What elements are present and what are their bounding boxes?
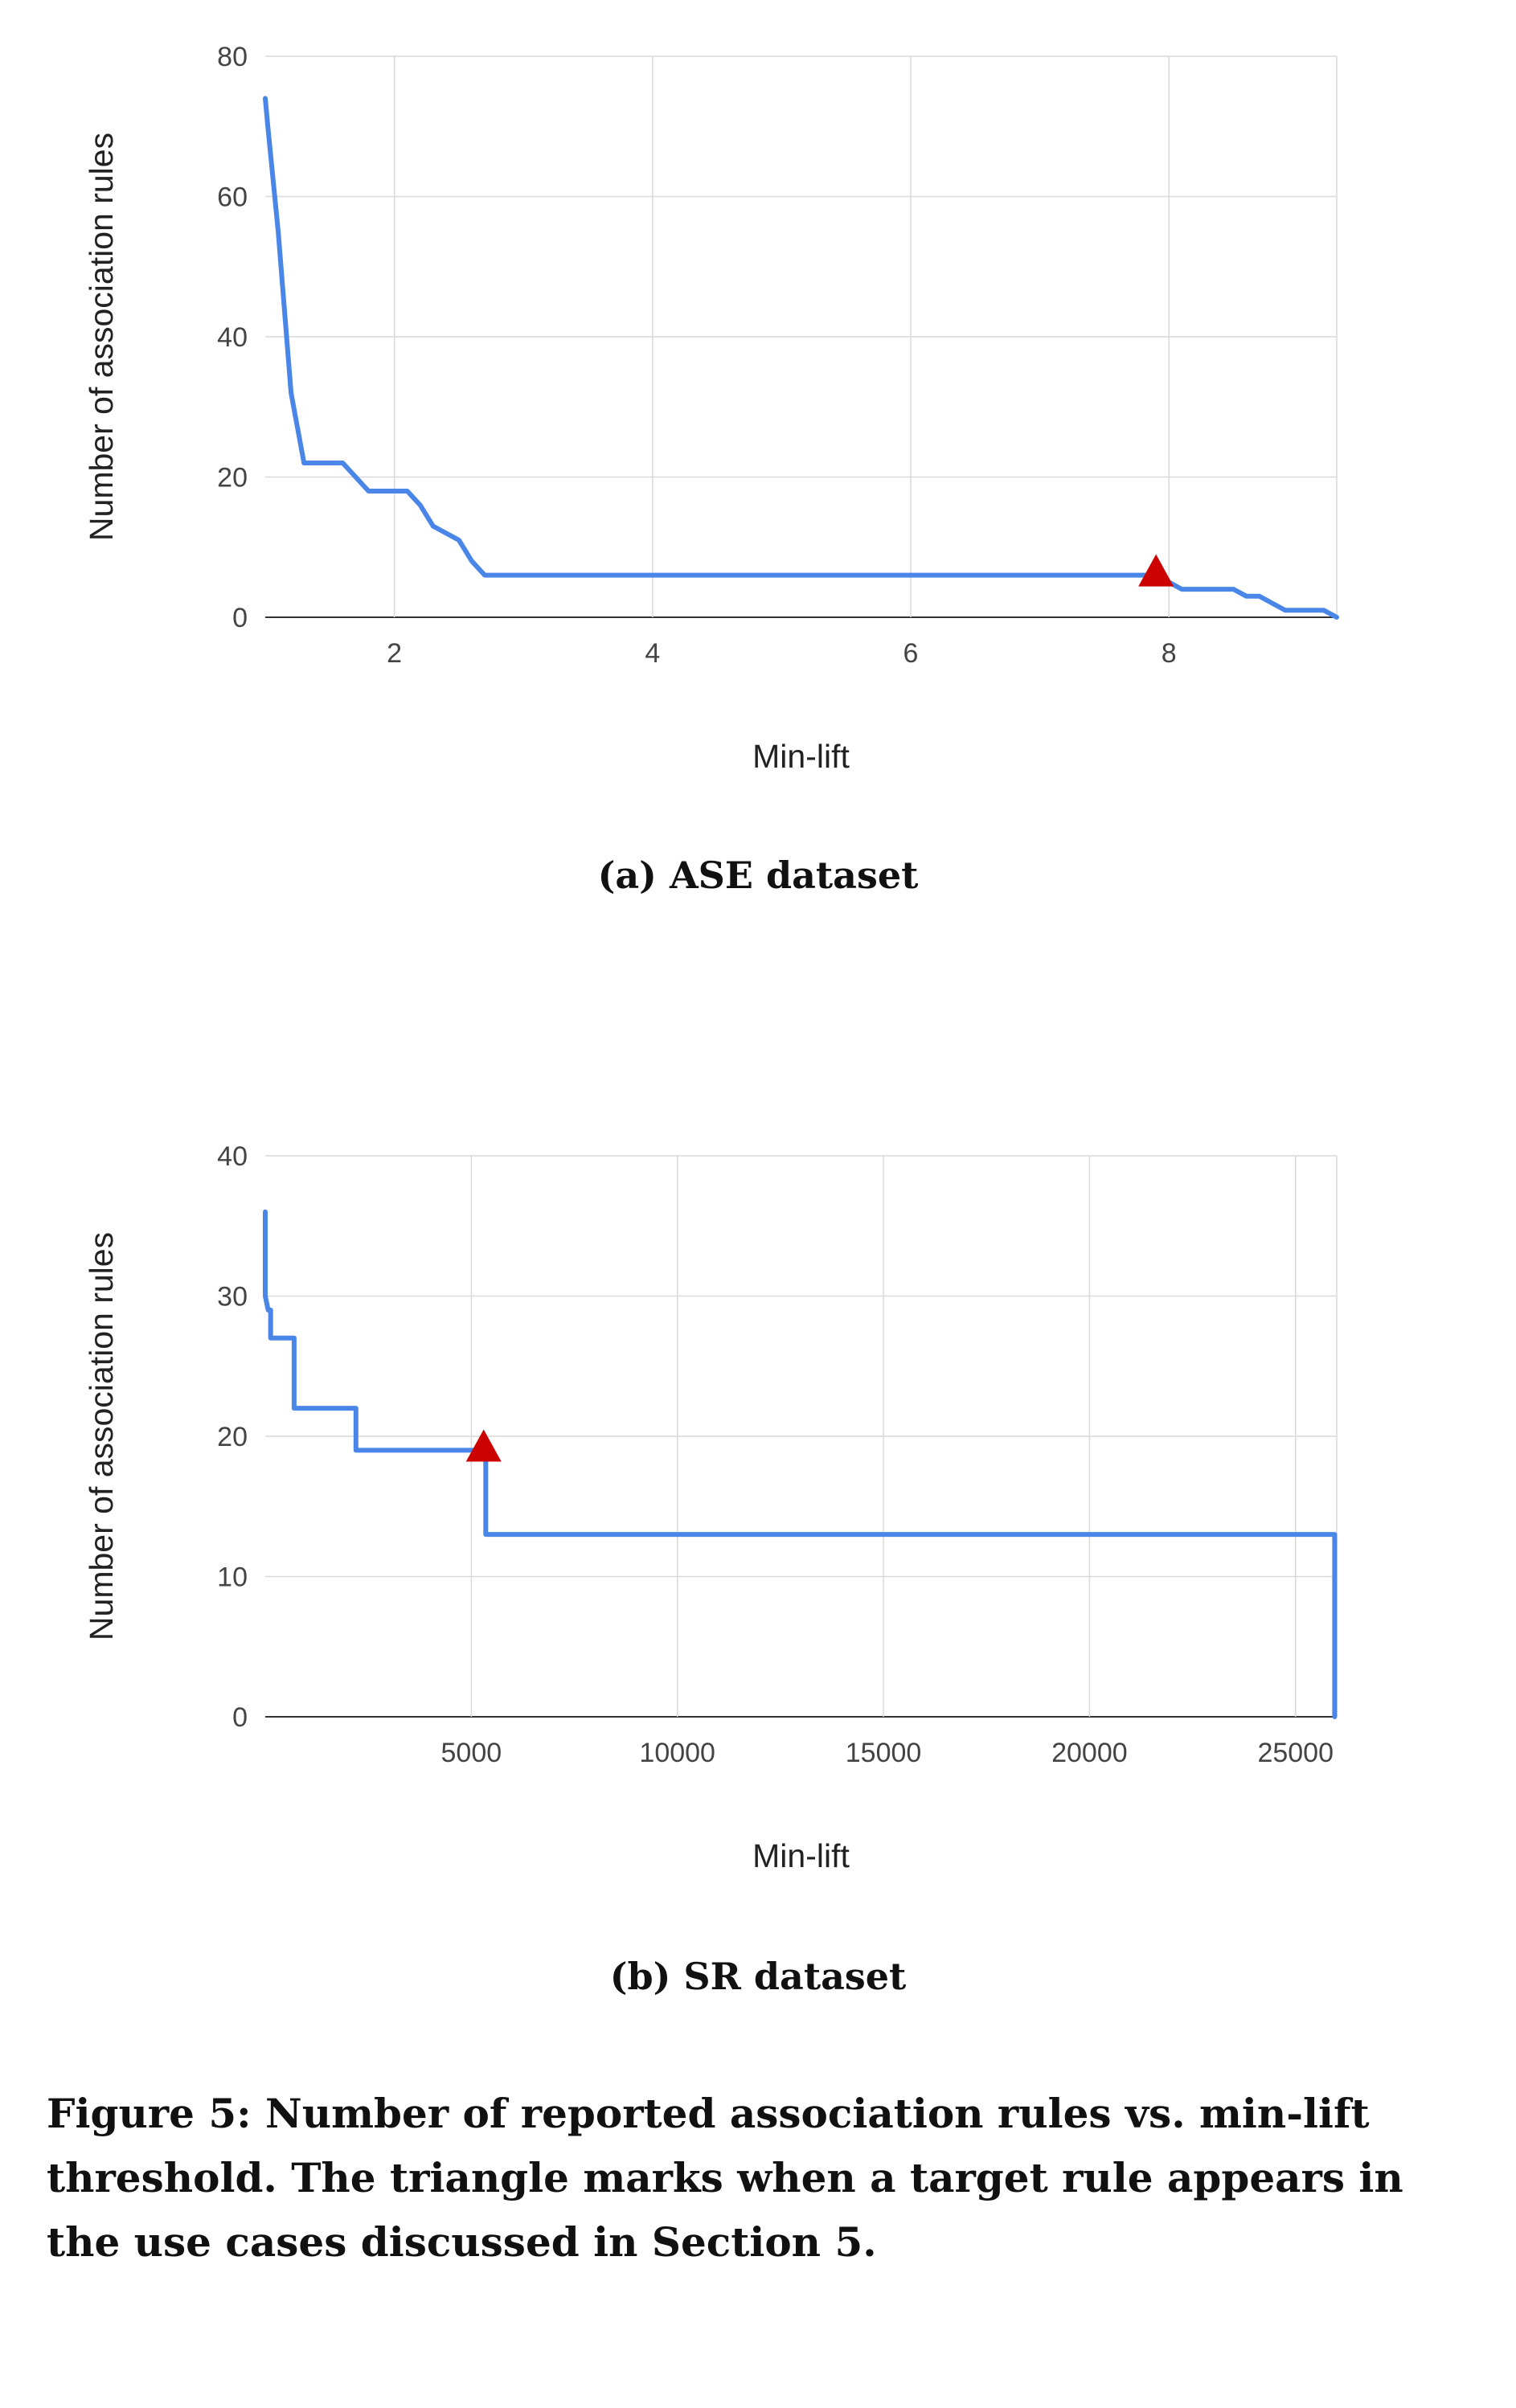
y-tick-label: 60 [217,182,248,213]
target-rule-triangle-marker [1138,554,1174,587]
y-tick-label: 0 [232,603,248,633]
subcaption-sr: (b) SR dataset [609,1955,907,1998]
x-tick-label: 15000 [846,1738,922,1768]
x-tick-label: 25000 [1257,1738,1334,1768]
x-axis-title: Min-lift [752,1837,850,1874]
x-tick-label: 10000 [639,1738,715,1768]
x-tick-label: 20000 [1051,1738,1128,1768]
y-tick-label: 30 [217,1282,248,1313]
target-rule-triangle-marker [465,1429,502,1462]
x-axis-title: Min-lift [752,738,850,775]
y-axis-title: Number of association rules [83,133,120,541]
series-line [263,1209,1338,1719]
figure-caption: Figure 5: Number of reported association… [47,2090,1403,2266]
y-tick-label: 10 [217,1562,248,1593]
series-line [263,96,1339,620]
y-tick-label: 80 [217,42,248,72]
x-tick-label: 2 [387,638,402,669]
subcaption-ase: (a) ASE dataset [597,854,919,897]
chart-ase: 0 20 40 60 80 2 4 6 8 Min-lift Number of associati… [83,42,1339,775]
x-tick-label: 5000 [441,1738,502,1768]
x-tick-label: 4 [645,638,660,669]
y-axis-title: Number of association rules [83,1232,120,1640]
y-tick-label: 0 [232,1702,248,1733]
x-tick-label: 8 [1162,638,1177,669]
y-tick-label: 40 [217,1141,248,1172]
y-tick-label: 20 [217,463,248,493]
y-tick-label: 40 [217,322,248,353]
chart-sr: 0 10 20 30 40 5000 10000 15000 20000 25000 Min-lif… [83,1141,1338,1874]
x-tick-label: 6 [903,638,919,669]
y-tick-label: 20 [217,1422,248,1452]
